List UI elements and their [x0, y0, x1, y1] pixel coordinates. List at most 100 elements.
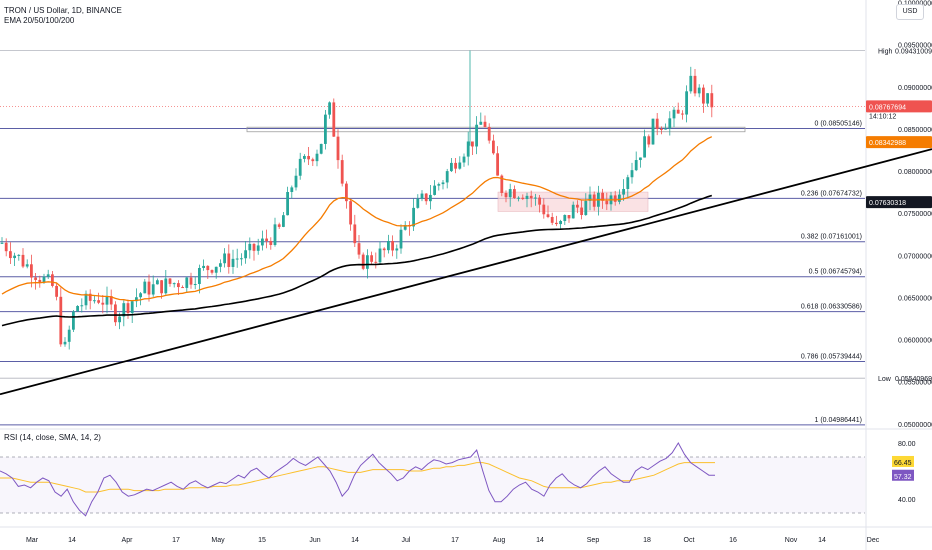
candle-body — [198, 267, 201, 285]
candle-body — [147, 281, 151, 295]
countdown-label: 14:10:12 — [869, 113, 896, 120]
candle-body — [702, 87, 705, 104]
candle-body — [424, 193, 428, 202]
y-tick-label: 0.05500000 — [898, 380, 932, 387]
candle-body — [185, 277, 189, 288]
candle-body — [227, 253, 231, 267]
x-tick-label: 14 — [818, 537, 826, 544]
rsi-tick-label: 40.00 — [898, 497, 916, 504]
candle-body — [534, 197, 537, 199]
candle-body — [177, 283, 180, 288]
rsi-badge-bg — [892, 469, 914, 481]
candle-body — [471, 141, 474, 147]
candle-body — [76, 306, 79, 312]
candle-body — [689, 75, 693, 92]
candle-body — [458, 162, 462, 169]
x-tick-label: 16 — [729, 537, 737, 544]
x-tick-label: 18 — [643, 537, 651, 544]
candle-body — [244, 250, 247, 259]
candle-body — [634, 160, 638, 171]
candle-body — [613, 195, 617, 202]
candle-body — [202, 265, 205, 268]
candle-body — [571, 204, 575, 219]
symbol-title[interactable]: TRON / US Dollar, 1D, BINANCE — [4, 6, 122, 15]
ema-orange-badge: 0.08342988 — [869, 140, 906, 147]
x-tick-label: 14 — [68, 537, 76, 544]
candle-body — [303, 155, 306, 159]
y-tick-label: 0.06500000 — [898, 295, 932, 302]
candle-body — [143, 281, 147, 294]
candle-body — [164, 278, 168, 294]
candle-body — [21, 254, 25, 267]
candle-body — [84, 293, 88, 306]
ema-black-badge-bg — [866, 196, 932, 209]
candle-body — [399, 229, 403, 249]
candle-body — [420, 193, 424, 199]
candle-body — [130, 301, 134, 313]
trendline — [0, 148, 932, 396]
candle-body — [93, 300, 96, 302]
range-label: High — [878, 48, 893, 55]
candle-body — [492, 140, 495, 154]
candle-body — [546, 214, 550, 217]
candle-body — [487, 127, 491, 141]
candle-body — [378, 248, 382, 263]
currency-button[interactable]: USD — [896, 4, 924, 20]
candle-body — [340, 160, 344, 184]
candle-body — [466, 141, 470, 157]
candle-body — [223, 253, 226, 264]
candle-body — [395, 248, 399, 251]
candle-body — [555, 222, 558, 225]
candle-body — [231, 258, 235, 267]
candle-body — [685, 91, 688, 115]
candle-body — [114, 304, 117, 323]
candle-body — [0, 242, 4, 244]
x-tick-label: 17 — [451, 537, 459, 544]
candle-body — [324, 114, 327, 144]
candle-body — [504, 192, 508, 198]
ema-orange-badge-bg — [866, 136, 932, 149]
indicator-legend[interactable]: EMA 20/50/100/200 — [4, 16, 75, 25]
candle-body — [277, 224, 281, 227]
x-tick-label: Dec — [867, 537, 880, 544]
candle-body — [55, 285, 58, 297]
candle-body — [248, 243, 252, 251]
candle-body — [580, 207, 583, 216]
ema-black-badge: 0.07630318 — [869, 200, 906, 207]
candle-body — [349, 201, 352, 225]
candle-body — [34, 277, 37, 280]
candle-body — [538, 197, 541, 205]
candle-body — [235, 258, 239, 260]
fib-level-label: 0.786 (0.05739444) — [801, 353, 862, 360]
candle-body — [445, 171, 449, 183]
candle-body — [630, 170, 634, 178]
y-tick-label: 0.09500000 — [898, 43, 932, 50]
candle-body — [256, 245, 260, 251]
y-tick-label: 0.08000000 — [898, 169, 932, 176]
candle-body — [307, 155, 310, 160]
range-value: 0.05540969 — [895, 376, 932, 383]
y-tick-label: 0.05000000 — [898, 422, 932, 429]
rsi-label[interactable]: RSI (14, close, SMA, 14, 2) — [4, 433, 101, 442]
ema-orange-line — [1, 136, 713, 302]
candle-body — [88, 293, 92, 301]
ema-black-line — [1, 194, 713, 327]
candle-body — [286, 192, 289, 216]
candle-body — [328, 102, 331, 115]
candle-body — [706, 93, 709, 104]
candle-body — [567, 215, 571, 219]
candle-body — [336, 136, 340, 161]
candle-body — [576, 204, 579, 208]
candle-body — [353, 224, 357, 244]
candle-body — [483, 121, 487, 128]
x-tick-label: Mar — [26, 537, 39, 544]
rsi-band — [0, 457, 865, 513]
candle-body — [160, 280, 163, 294]
fib-level-label: 0.382 (0.07161001) — [801, 234, 862, 241]
candle-body — [441, 182, 445, 185]
candle-body — [403, 224, 407, 230]
x-tick-label: Aug — [493, 537, 506, 544]
fib-level-label: 1 (0.04986441) — [815, 417, 862, 424]
candle-body — [412, 207, 415, 227]
